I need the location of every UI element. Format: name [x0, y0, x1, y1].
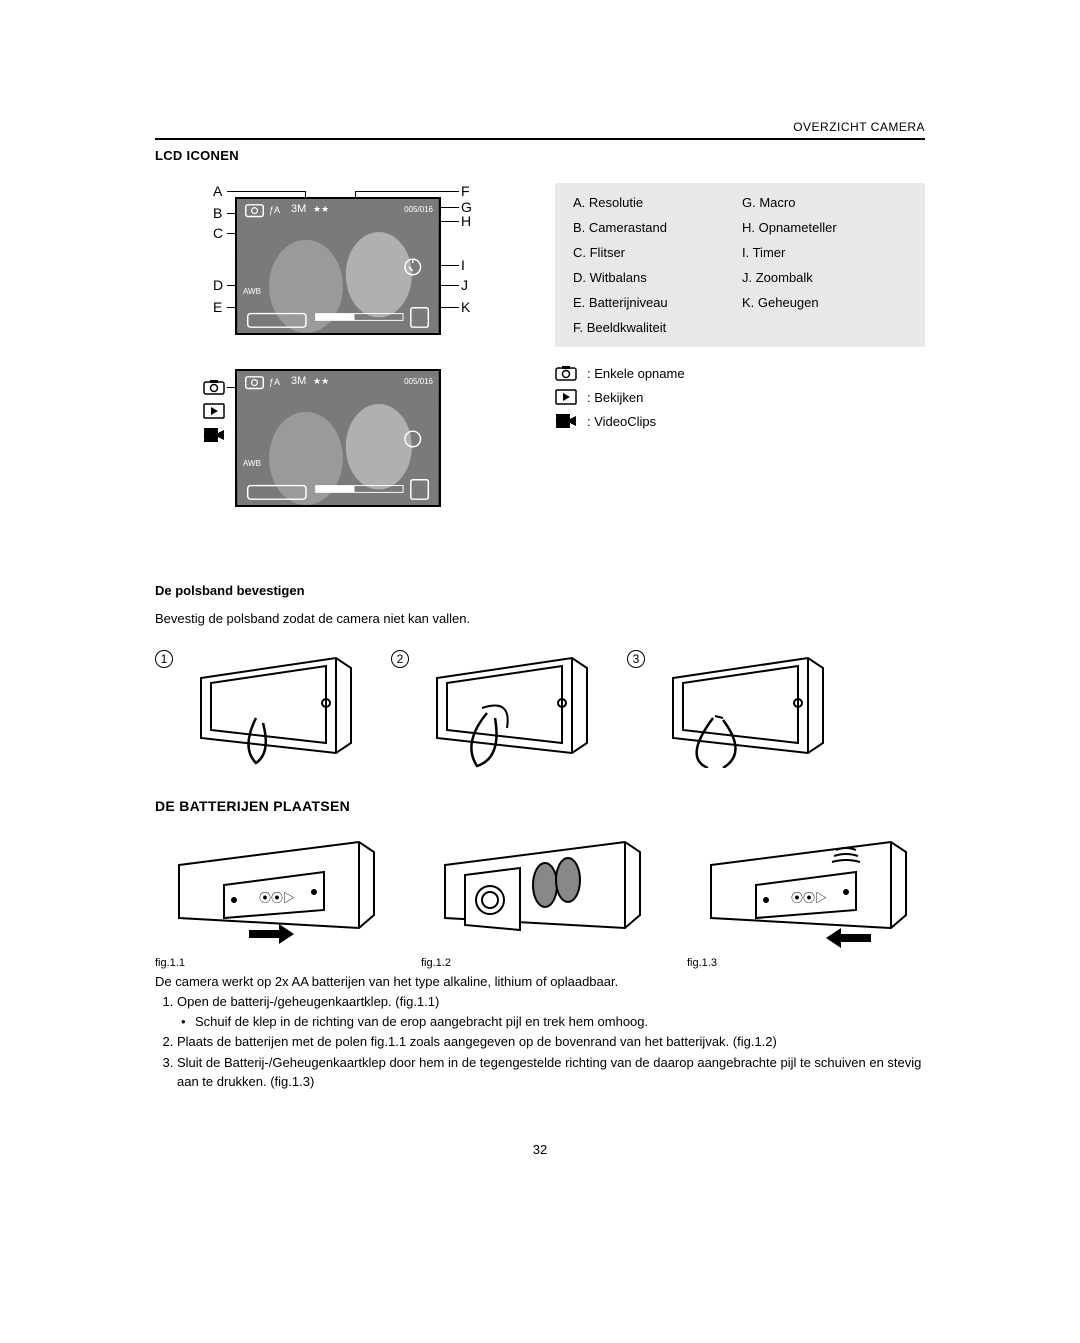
overlay-counter: 005/016 [404, 377, 433, 386]
overlay-wb: AWB [243, 459, 261, 468]
camera-icon [203, 379, 225, 395]
legend-item: I. Timer [742, 245, 907, 260]
battery-diagram-icon: ⦿⦿▷ [155, 830, 393, 950]
lcd-label-h: H [461, 213, 471, 229]
lcd-label-d: D [213, 277, 223, 293]
overlay-stars: ★★ [313, 204, 329, 215]
lcd-left-column: A B C D E F G H I J K [155, 183, 515, 543]
callout-line [227, 191, 305, 192]
mode-row: : VideoClips [555, 413, 925, 429]
legend-item: K. Geheugen [742, 295, 907, 310]
legend-item: E. Batterijniveau [573, 295, 738, 310]
lcd-label-e: E [213, 299, 222, 315]
fig-caption: fig.1.1 [155, 957, 393, 969]
battery-figures: ⦿⦿▷ fig.1.1 fig.1.2 [155, 830, 925, 969]
page-number: 32 [155, 1142, 925, 1157]
battery-intro: De camera werkt op 2x AA batterijen van … [155, 973, 925, 991]
overlay-stars: ★★ [313, 376, 329, 387]
mode-list: : Enkele opname : Bekijken : VideoClips [555, 365, 925, 429]
mode-row: : Bekijken [555, 389, 925, 405]
lcd-title: LCD ICONEN [155, 148, 925, 163]
circled-number: 1 [155, 650, 173, 668]
legend-item: J. Zoombalk [742, 270, 907, 285]
step-text: Open de batterij-/geheugenkaartklep. (fi… [177, 994, 439, 1009]
overlay-wb: AWB [243, 287, 261, 296]
lcd-label-j: J [461, 277, 468, 293]
header-rule [155, 138, 925, 140]
overlay-counter: 005/016 [404, 205, 433, 214]
camera-icon [555, 365, 577, 381]
step-item: Plaats de batterijen met de polen fig.1.… [177, 1032, 925, 1052]
lcd-diagram-modes: ƒA 3M ★★ 005/016 AWB [155, 363, 515, 523]
fig-caption: fig.1.3 [687, 957, 925, 969]
lcd-photo-icon [237, 371, 439, 505]
overlay-flash: ƒA [269, 205, 280, 215]
legend-item: G. Macro [742, 195, 907, 210]
strap-fig-1: 1 [155, 648, 361, 768]
battery-fig-2: fig.1.2 [421, 830, 659, 969]
legend-item: C. Flitser [573, 245, 738, 260]
mode-label: : Enkele opname [587, 366, 685, 381]
step-sub-bullet: Schuif de klep in de richting van de ero… [177, 1012, 925, 1032]
camera-strap-icon [417, 648, 597, 768]
lcd-photo-icon [237, 199, 439, 333]
overlay-res: 3M [291, 203, 306, 215]
battery-steps: Open de batterij-/geheugenkaartklep. (fi… [155, 992, 925, 1092]
svg-text:⦿⦿▷: ⦿⦿▷ [791, 891, 827, 905]
step-item: Sluit de Batterij-/Geheugenkaartklep doo… [177, 1053, 925, 1092]
legend-item: A. Resolutie [573, 195, 738, 210]
camera-strap-icon [181, 648, 361, 768]
circled-number: 2 [391, 650, 409, 668]
overlay-res: 3M [291, 375, 306, 387]
lcd-section: A B C D E F G H I J K [155, 183, 925, 543]
lcd-label-b: B [213, 205, 222, 221]
lcd-diagram-labeled: A B C D E F G H I J K [155, 183, 515, 343]
svg-text:⦿⦿▷: ⦿⦿▷ [259, 891, 295, 905]
strap-fig-2: 2 [391, 648, 597, 768]
mode-row: : Enkele opname [555, 365, 925, 381]
mode-icon-stack [203, 379, 225, 443]
battery-fig-3: ⦿⦿▷ fig.1.3 [687, 830, 925, 969]
mode-label: : VideoClips [587, 414, 656, 429]
lcd-screen-2: ƒA 3M ★★ 005/016 AWB [235, 369, 441, 507]
circled-number: 3 [627, 650, 645, 668]
lcd-label-a: A [213, 183, 222, 199]
strap-text: Bevestig de polsband zodat de camera nie… [155, 610, 925, 628]
camera-strap-icon [653, 648, 833, 768]
video-icon [555, 413, 577, 429]
overlay-flash: ƒA [269, 377, 280, 387]
battery-diagram-icon: ⦿⦿▷ [687, 830, 925, 950]
legend-item: F. Beeldkwaliteit [573, 320, 738, 335]
legend-item: D. Witbalans [573, 270, 738, 285]
page-header: OVERZICHT CAMERA [155, 120, 925, 140]
legend-item: B. Camerastand [573, 220, 738, 235]
lcd-legend-box: A. Resolutie G. Macro B. Camerastand H. … [555, 183, 925, 347]
step-item: Open de batterij-/geheugenkaartklep. (fi… [177, 992, 925, 1031]
lcd-screen-1: ƒA 3M ★★ 005/016 AWB [235, 197, 441, 335]
lcd-right-column: A. Resolutie G. Macro B. Camerastand H. … [555, 183, 925, 543]
strap-figures: 1 2 3 [155, 648, 925, 768]
fig-caption: fig.1.2 [421, 957, 659, 969]
battery-fig-1: ⦿⦿▷ fig.1.1 [155, 830, 393, 969]
battery-title: DE BATTERIJEN PLAATSEN [155, 798, 925, 814]
mode-label: : Bekijken [587, 390, 643, 405]
play-icon [555, 389, 577, 405]
video-icon [203, 427, 225, 443]
header-right: OVERZICHT CAMERA [155, 120, 925, 138]
strap-fig-3: 3 [627, 648, 833, 768]
lcd-label-c: C [213, 225, 223, 241]
battery-diagram-icon [421, 830, 659, 950]
lcd-label-i: I [461, 257, 465, 273]
callout-line [355, 191, 459, 192]
lcd-label-f: F [461, 183, 470, 199]
lcd-label-k: K [461, 299, 470, 315]
play-icon [203, 403, 225, 419]
strap-heading: De polsband bevestigen [155, 583, 925, 598]
legend-item: H. Opnameteller [742, 220, 907, 235]
